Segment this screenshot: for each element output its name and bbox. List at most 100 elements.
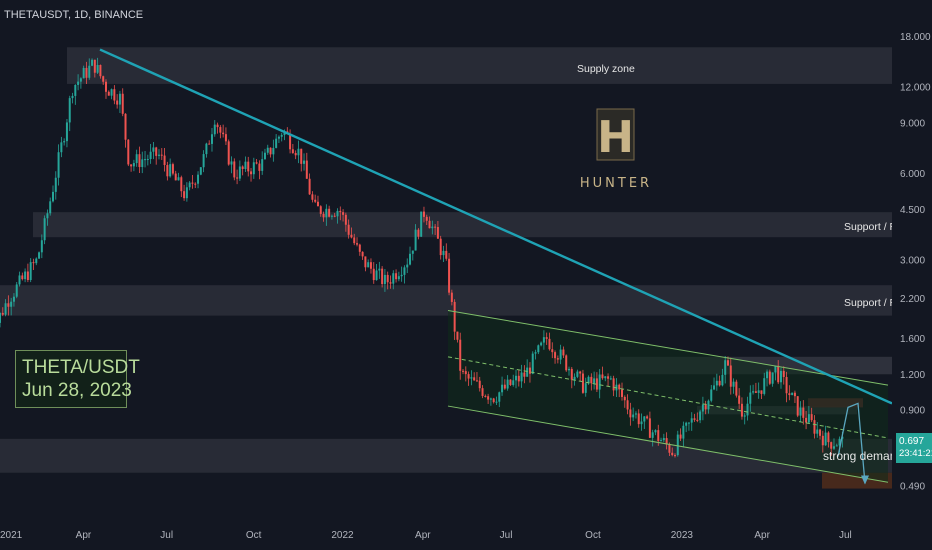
candle <box>356 237 359 247</box>
logo-letter: H <box>597 112 634 163</box>
pair-annotation-date: Jun 28, 2023 <box>22 380 132 401</box>
candle-body <box>807 414 810 423</box>
candle-body <box>481 388 484 396</box>
candle-body <box>26 271 29 280</box>
candle <box>197 171 200 189</box>
candle <box>746 396 749 421</box>
candle-body <box>303 160 306 164</box>
candle-body <box>121 93 124 114</box>
candle <box>303 153 306 171</box>
candle-body <box>350 234 353 238</box>
candle <box>395 269 398 283</box>
candle <box>442 245 445 263</box>
candle-body <box>696 419 699 421</box>
candle <box>579 370 582 381</box>
candle-body <box>358 244 361 252</box>
candle-body <box>515 375 518 381</box>
candle <box>445 243 448 261</box>
candle <box>707 399 710 414</box>
candle-body <box>810 414 813 421</box>
candle-body <box>322 213 325 218</box>
candle-body <box>314 199 317 202</box>
candle-body <box>484 395 487 397</box>
candle-body <box>177 177 180 181</box>
candle-body <box>213 124 216 135</box>
candle-body <box>233 161 236 178</box>
projection-path <box>837 402 866 484</box>
candle-body <box>523 372 526 377</box>
candle-body <box>715 380 718 386</box>
candle <box>144 150 147 168</box>
candle <box>590 373 593 391</box>
candle-body <box>202 154 205 168</box>
candle-body <box>595 378 598 390</box>
candle <box>562 346 565 359</box>
candle-body <box>258 163 261 171</box>
candle <box>752 384 755 395</box>
candle-body <box>191 182 194 184</box>
y-tick-label: 18.000 <box>900 32 931 43</box>
candle-body <box>372 268 375 281</box>
candle-body <box>740 403 743 417</box>
candle <box>166 161 169 181</box>
candle <box>710 384 713 403</box>
candle-body <box>528 367 531 374</box>
candle-body <box>657 430 660 441</box>
candle-body <box>238 166 241 179</box>
candle-body <box>353 237 356 244</box>
candle-body <box>534 352 537 354</box>
candle-body <box>648 418 651 438</box>
candle-body <box>632 414 635 418</box>
candle-body <box>506 379 509 389</box>
candle-body <box>93 59 96 73</box>
channel-mid-line <box>447 356 889 439</box>
candle <box>113 85 116 105</box>
candle-body <box>146 159 149 161</box>
candle-body <box>729 365 732 387</box>
candle <box>568 366 571 376</box>
candle-body <box>24 271 27 280</box>
candle <box>361 251 364 260</box>
candle <box>15 282 18 299</box>
candle <box>261 151 264 175</box>
candle <box>832 438 835 451</box>
candle <box>671 447 674 457</box>
candle-body <box>344 214 347 225</box>
y-tick-label: 12.000 <box>900 83 931 94</box>
candle-body <box>805 417 808 423</box>
candle <box>29 258 32 283</box>
candle-body <box>347 224 350 235</box>
candle <box>79 77 82 89</box>
candle-body <box>609 378 612 380</box>
candle <box>791 392 794 396</box>
candle-body <box>766 371 769 379</box>
candle-body <box>746 403 749 416</box>
candle-body <box>244 161 247 169</box>
candle <box>729 357 732 395</box>
x-tick-label: Jul <box>500 530 513 541</box>
candle-body <box>626 400 629 410</box>
candle-body <box>406 264 409 268</box>
candle-body <box>367 262 370 268</box>
candle-body <box>227 141 230 165</box>
candle <box>542 330 545 350</box>
candle-body <box>166 165 169 177</box>
candle-body <box>205 143 208 155</box>
candle <box>551 342 554 359</box>
candle-body <box>754 391 757 393</box>
x-tick-label: Oct <box>585 530 601 541</box>
candle-body <box>116 100 119 105</box>
candle-body <box>676 434 679 456</box>
candle-body <box>110 89 113 96</box>
candle-body <box>545 337 548 339</box>
candle <box>35 257 38 266</box>
candle <box>222 124 225 138</box>
candle <box>149 143 152 164</box>
candle-body <box>414 229 417 251</box>
candle <box>448 253 451 296</box>
candle-body <box>230 161 233 165</box>
candle <box>77 74 80 91</box>
candle-body <box>132 163 135 167</box>
candle <box>49 197 52 216</box>
